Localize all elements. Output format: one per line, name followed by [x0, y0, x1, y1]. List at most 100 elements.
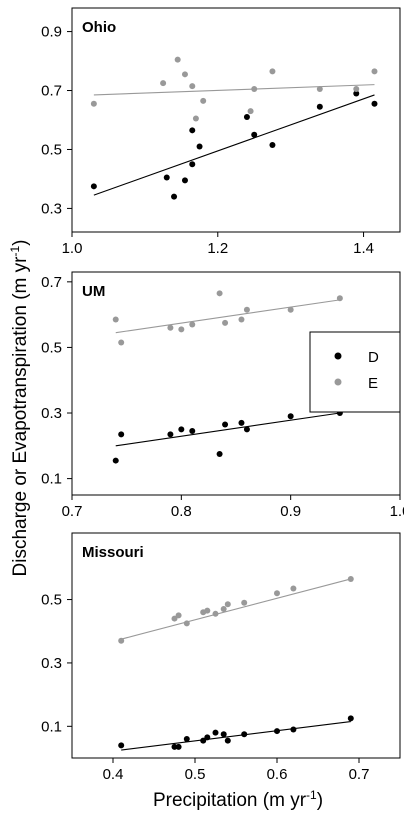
- x-tick-label: 0.5: [185, 766, 206, 783]
- y-tick-label: 0.3: [41, 405, 62, 422]
- x-tick-label: 1.0: [390, 503, 404, 520]
- y-tick-label: 0.5: [41, 141, 62, 158]
- trend-line: [115, 299, 340, 334]
- x-tick-label: 0.9: [280, 503, 301, 520]
- plot-frame: [71, 7, 401, 233]
- y-axis-title: Discharge or Evapotranspiration (m yr-1): [8, 240, 31, 577]
- data-point: [189, 83, 196, 90]
- data-point: [174, 56, 181, 63]
- data-point: [183, 620, 190, 627]
- data-point: [118, 339, 125, 346]
- data-point: [175, 743, 182, 750]
- series-E: [112, 290, 343, 346]
- x-tick-label: 1.2: [207, 240, 228, 257]
- x-axis-title: Precipitation (m yr-1): [153, 788, 323, 811]
- panel-um: 0.1 0.3 0.5 0.7 0.7 0.8 0.9 1.0 UM: [41, 271, 404, 520]
- data-point: [316, 103, 323, 110]
- data-point: [196, 143, 203, 150]
- data-point: [189, 321, 196, 328]
- trend-line: [93, 84, 375, 96]
- data-point: [243, 306, 250, 313]
- legend-label: D: [368, 349, 379, 366]
- y-tick-label: 0.3: [41, 200, 62, 217]
- data-point: [118, 637, 125, 644]
- x-tick-label: 1.4: [353, 240, 374, 257]
- y-tick-label: 0.7: [41, 274, 62, 291]
- data-point: [220, 606, 227, 613]
- y-tick-label: 0.7: [41, 83, 62, 100]
- data-point: [112, 457, 119, 464]
- data-point: [238, 316, 245, 323]
- data-point: [171, 615, 178, 622]
- data-point: [90, 100, 97, 107]
- data-point: [181, 177, 188, 184]
- data-point: [269, 142, 276, 149]
- series-D: [118, 715, 354, 751]
- data-point: [371, 68, 378, 75]
- legend: DE: [309, 331, 401, 413]
- data-point: [200, 737, 207, 744]
- y-tick-label: 0.5: [41, 592, 62, 609]
- legend-marker: [334, 378, 342, 386]
- data-point: [216, 290, 223, 297]
- data-point: [118, 742, 125, 749]
- y-tick-label: 0.9: [41, 24, 62, 41]
- data-point: [189, 428, 196, 435]
- data-point: [163, 174, 170, 181]
- data-point: [274, 728, 280, 735]
- x-tick-label: 0.4: [103, 766, 124, 783]
- data-point: [243, 114, 250, 121]
- series-D: [112, 410, 343, 464]
- data-point: [112, 316, 119, 323]
- y-tick-label: 0.1: [41, 471, 62, 488]
- data-point: [212, 610, 219, 617]
- plot-frame: [71, 532, 401, 759]
- legend-marker: [334, 352, 342, 360]
- data-point: [371, 100, 378, 107]
- x-tick-label: 0.8: [171, 503, 192, 520]
- data-point: [118, 431, 125, 438]
- y-tick-label: 0.3: [41, 655, 62, 672]
- data-point: [241, 599, 248, 606]
- data-point: [287, 306, 294, 313]
- series-E: [90, 56, 378, 122]
- panel-ohio: 0.3 0.5 0.7 0.9 1.0 1.2 1.4 Ohio: [41, 7, 401, 257]
- data-point: [287, 413, 294, 420]
- data-point: [220, 731, 227, 738]
- data-point: [243, 426, 250, 433]
- data-point: [192, 115, 199, 122]
- panel-title: Ohio: [82, 19, 116, 36]
- data-point: [204, 607, 211, 614]
- legend-box: [309, 331, 401, 413]
- panel-title: Missouri: [82, 544, 144, 561]
- panel-missouri: 0.1 0.3 0.5 0.4 0.5 0.6 0.7 Missouri: [41, 532, 401, 783]
- data-point: [167, 324, 174, 331]
- y-tick-label: 0.1: [41, 718, 62, 735]
- x-tick-label: 0.6: [267, 766, 288, 783]
- data-point: [274, 590, 280, 597]
- data-point: [247, 108, 254, 115]
- data-point: [347, 715, 354, 722]
- data-point: [189, 161, 196, 168]
- data-point: [178, 426, 185, 433]
- data-point: [336, 295, 343, 302]
- trend-line: [93, 94, 375, 196]
- data-point: [175, 612, 182, 619]
- x-tick-label: 0.7: [349, 766, 370, 783]
- x-tick-label: 0.7: [62, 503, 83, 520]
- data-point: [347, 575, 354, 582]
- data-point: [241, 731, 248, 738]
- data-point: [160, 80, 167, 87]
- data-point: [178, 326, 185, 333]
- data-point: [222, 319, 229, 326]
- y-tick-label: 0.5: [41, 339, 62, 356]
- data-point: [316, 86, 323, 93]
- data-point: [353, 86, 360, 93]
- data-point: [181, 71, 188, 78]
- trend-line: [115, 412, 340, 447]
- data-point: [171, 193, 178, 200]
- data-point: [224, 737, 231, 744]
- data-point: [171, 743, 178, 750]
- data-point: [222, 421, 229, 428]
